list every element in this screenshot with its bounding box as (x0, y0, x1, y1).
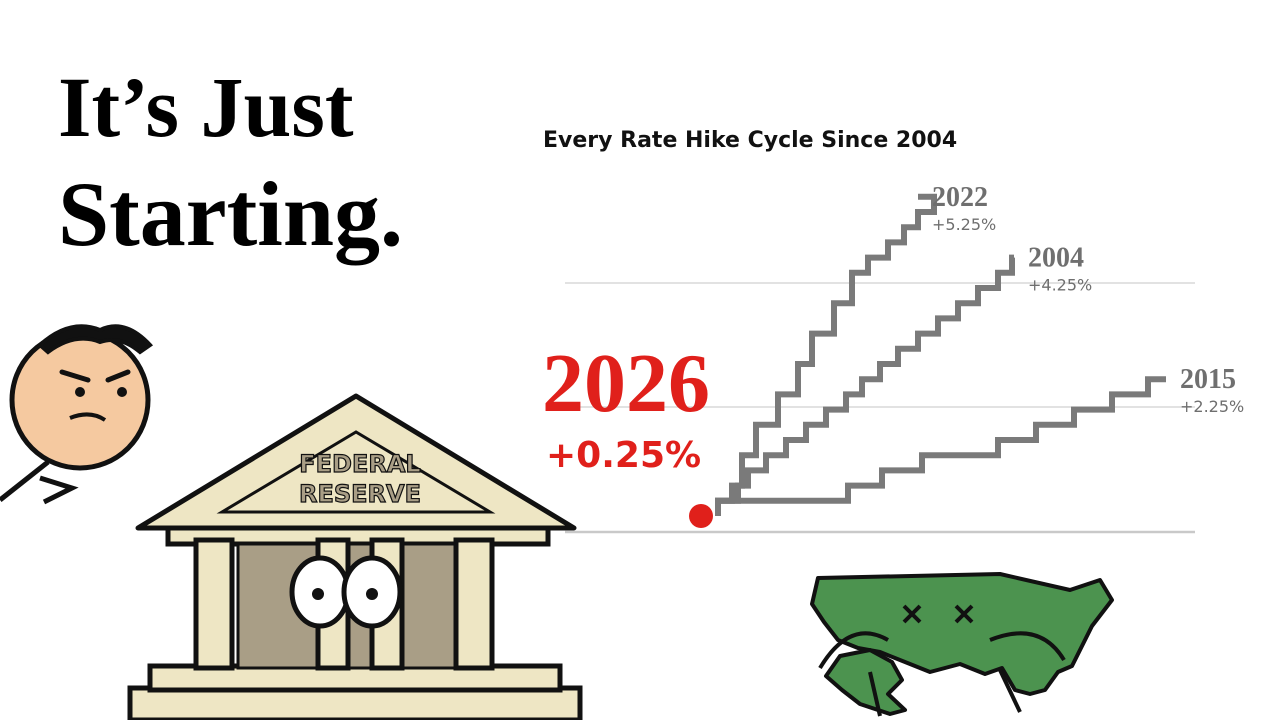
series-change-label-2004: +4.25% (1028, 276, 1092, 295)
highlight-year-label: 2026 (542, 337, 710, 430)
series-change-label-2015: +2.25% (1180, 397, 1244, 416)
headline-line-2: Starting. (58, 163, 403, 265)
series-line-2022 (715, 193, 937, 516)
series-line-2004 (715, 254, 1015, 516)
highlight-point-2026 (689, 504, 713, 528)
series-label-2015: 2015 (1180, 364, 1236, 395)
chart-title: Every Rate Hike Cycle Since 2004 (543, 128, 958, 153)
series-line-2015 (715, 376, 1166, 516)
highlight-change-label: +0.25% (546, 435, 702, 476)
series-change-label-2022: +5.25% (932, 215, 996, 234)
series-label-2004: 2004 (1028, 243, 1084, 274)
series-label-2022: 2022 (932, 182, 988, 213)
headline-line-1: It’s Just (58, 59, 354, 155)
